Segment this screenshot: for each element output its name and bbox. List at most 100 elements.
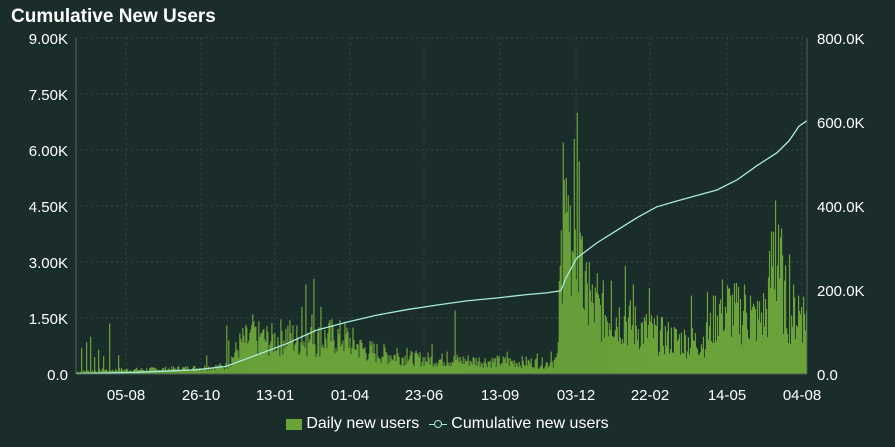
daily-bar [609,330,611,374]
legend-item-daily[interactable]: Daily new users [286,415,419,433]
daily-bar [386,353,388,374]
daily-bar [453,355,455,374]
daily-bar [582,307,584,374]
daily-bar [239,333,241,374]
daily-bar [436,366,438,374]
daily-bar [268,356,270,374]
daily-bar [353,339,355,374]
daily-bar [620,344,622,374]
daily-bar [616,326,618,374]
daily-bar [300,342,302,374]
daily-bar [169,369,171,374]
line-swatch-icon [429,419,448,430]
daily-bar [461,363,463,374]
daily-bar [594,287,596,374]
daily-bar [733,283,736,374]
daily-bar [119,368,121,374]
daily-bar [719,299,722,374]
daily-bar [628,305,630,374]
daily-bar [670,327,673,374]
daily-bar [566,212,568,374]
daily-bar [326,348,328,374]
daily-bar [413,366,415,374]
daily-bar [277,337,279,374]
daily-bar [278,344,280,374]
daily-bar [364,347,366,374]
daily-bar [714,295,717,374]
daily-bar [542,368,544,374]
daily-bar [272,334,274,374]
daily-bar [276,349,278,374]
daily-bar [510,360,512,374]
daily-bar [383,343,385,374]
daily-bar [800,306,803,374]
daily-bar [373,343,375,374]
daily-bar [523,365,525,374]
daily-bar [121,368,123,374]
daily-bar [314,344,316,374]
daily-bar [214,370,216,374]
daily-bar [158,370,160,374]
daily-bar [526,365,528,374]
daily-bar [522,360,524,374]
daily-bar [776,265,779,374]
daily-bar [793,297,796,374]
axes: 0.0 1.50K 3.00K 4.50K 6.00K 7.50K 9.00K 0.0 200.… [29,31,865,404]
daily-bar [767,277,770,374]
line-series [75,120,808,375]
daily-bar [777,224,780,374]
daily-bar [439,359,441,374]
daily-bar [560,230,562,374]
daily-bar [660,316,662,374]
daily-bar [328,322,330,374]
daily-bar [265,341,267,374]
daily-bar [179,369,181,374]
daily-bar [216,367,218,374]
daily-bar [227,368,229,374]
daily-bar [631,325,633,374]
daily-bar [409,355,411,374]
daily-bar [191,371,193,374]
daily-bar [769,287,772,374]
daily-bar [469,360,471,374]
daily-bar [167,369,169,374]
daily-bar [688,354,691,374]
daily-bar [502,356,504,374]
daily-bar [784,265,787,374]
daily-bar [450,365,452,374]
daily-bar [726,285,729,374]
daily-bar [315,356,317,374]
daily-bar [792,284,795,374]
daily-bar [482,367,484,374]
daily-bar [417,354,419,374]
x-tick-label: 22-02 [631,387,669,404]
daily-bar [427,352,429,374]
daily-bar [338,334,340,374]
daily-bar [528,360,530,374]
daily-bar [511,360,513,374]
daily-bar [790,315,793,374]
daily-bar [565,177,567,374]
daily-bar [271,322,273,374]
daily-bar [679,354,682,374]
daily-bar [83,370,85,374]
daily-bar [242,328,244,374]
daily-bar [313,278,315,374]
legend-item-cumulative[interactable]: Cumulative new users [429,415,609,433]
daily-bar [739,298,742,374]
daily-bar [586,283,588,374]
daily-bar [684,335,687,374]
daily-bar [689,347,692,374]
daily-bar [671,352,674,374]
daily-bar [288,343,290,374]
daily-bar [760,312,763,374]
daily-bar [779,237,782,374]
daily-bar [77,371,79,374]
cumulative-line [75,120,808,375]
daily-bar [580,239,582,374]
daily-bar [231,356,233,374]
daily-bar [756,300,759,374]
daily-bar [546,362,548,374]
daily-bar [363,348,365,374]
